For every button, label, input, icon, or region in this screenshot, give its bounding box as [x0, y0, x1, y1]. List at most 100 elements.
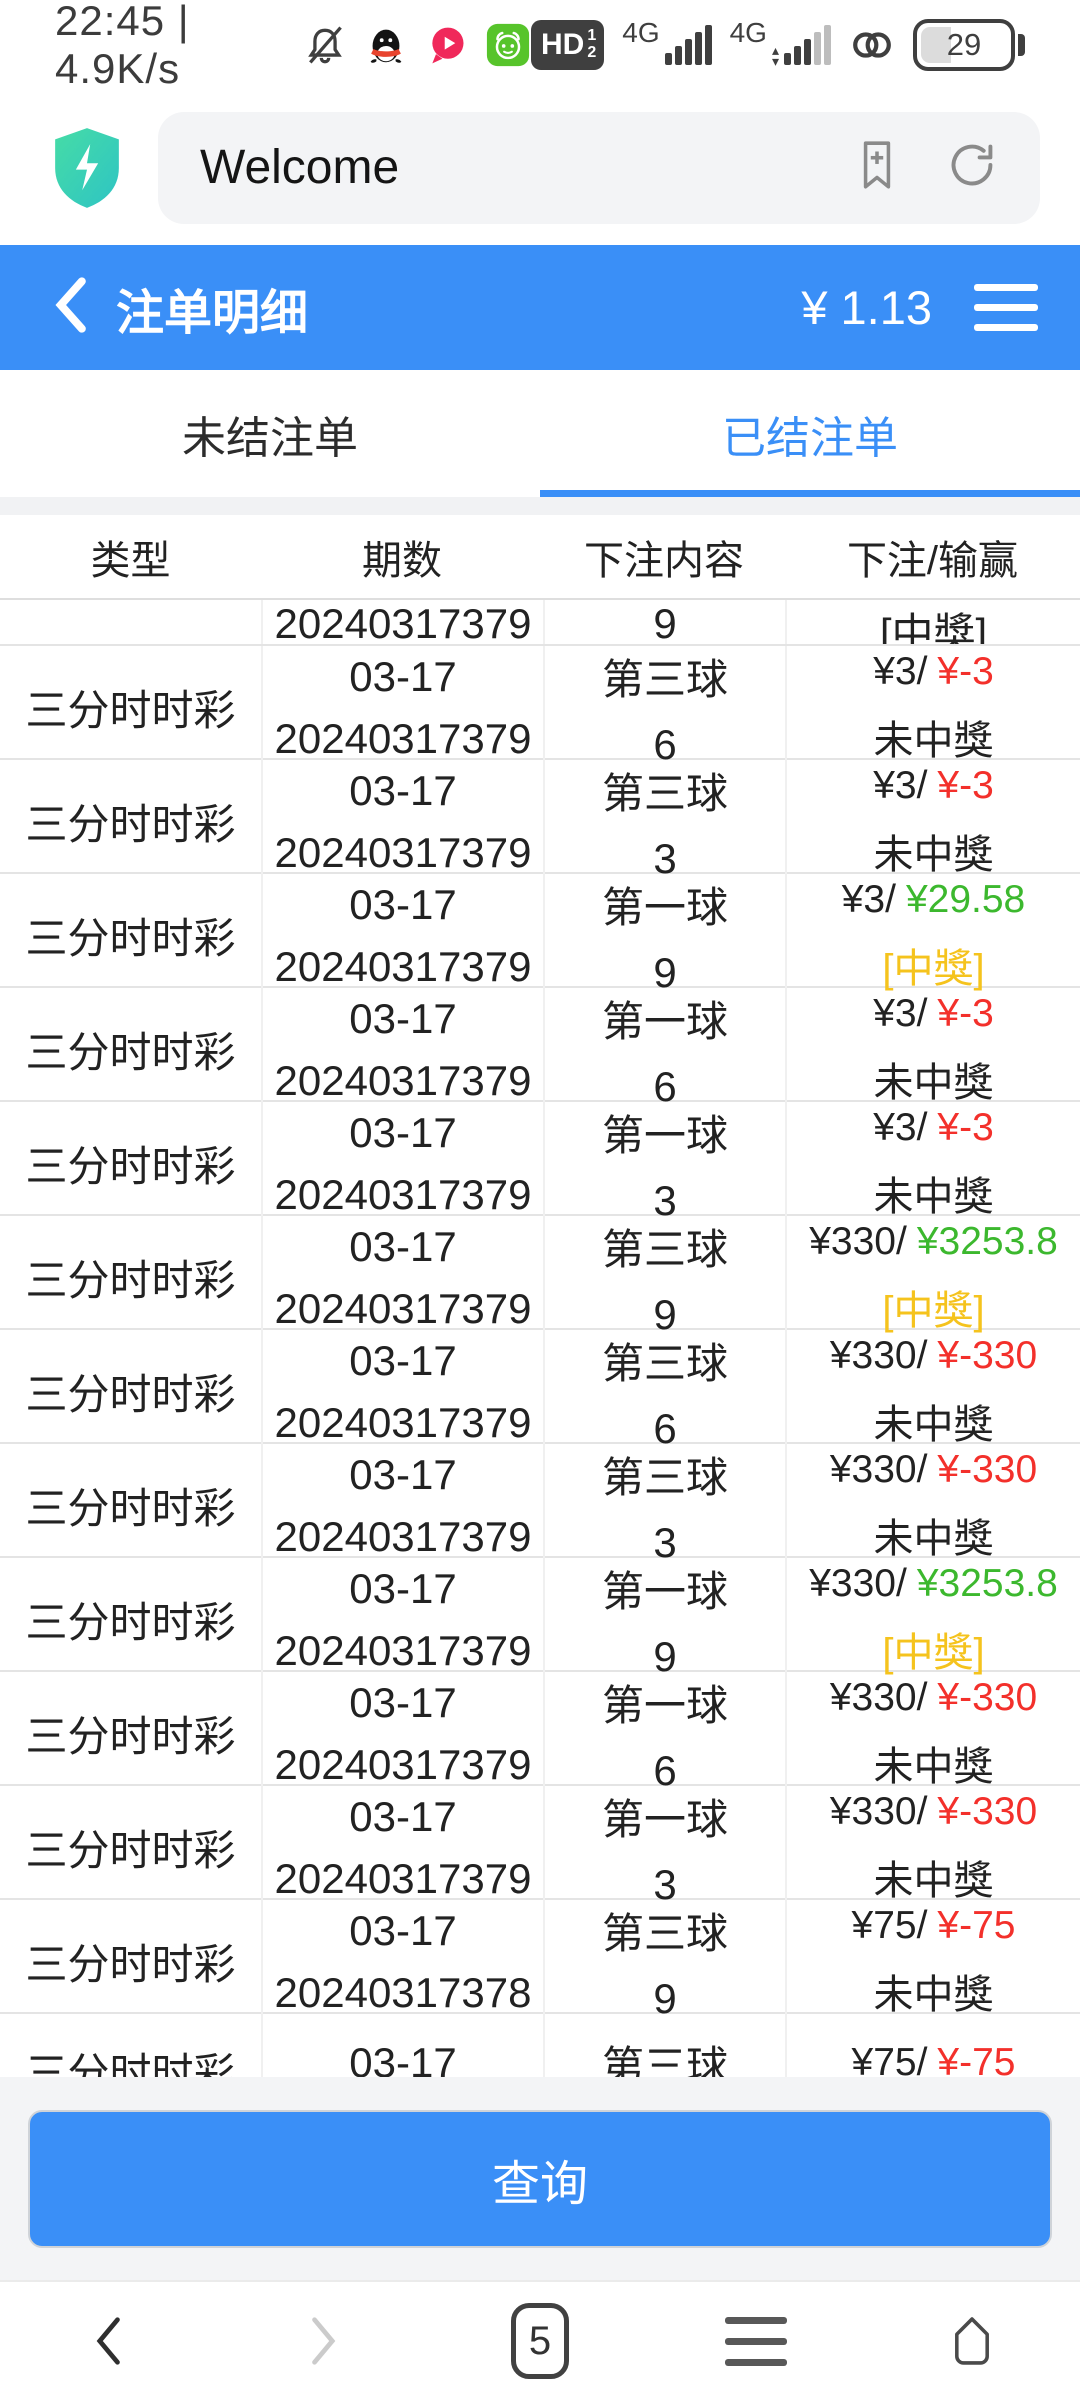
table-row: 三分时时彩 03-17 20240317379 第三球 9 ¥330/¥3253.8… — [0, 1216, 1080, 1339]
period-cell: 03-17 20240317379 — [261, 1672, 543, 1795]
bet-type-cell: 三分时时彩 — [25, 1485, 236, 1532]
column-header-type: 类型 — [90, 538, 171, 583]
browser-bottom-nav: 5 — [0, 2280, 1080, 2400]
menu-icon[interactable] — [974, 284, 1038, 331]
table-row: 三分时时彩 03-17 20240317379 第一球 9 ¥330/¥3253.8… — [0, 1558, 1080, 1681]
column-header-content: 下注内容 — [584, 538, 744, 583]
divider-strip — [0, 497, 1080, 515]
period-cell: 03-17 20240317379 — [261, 1786, 543, 1909]
add-bookmark-icon[interactable] — [852, 138, 902, 197]
signal-sim1-icon: 4G — [622, 19, 712, 65]
table-row: 三分时时彩 03-17 20240317379 第三球 6 ¥3/¥-3 未中獎 — [0, 646, 1080, 769]
table-row: 三分时时彩 03-17 20240317379 第一球 3 ¥3/¥-3 未中獎 — [0, 1102, 1080, 1225]
table-row: 三分时时彩 03-17 20240317379 第三球 3 ¥330/¥-330 未… — [0, 1444, 1080, 1567]
table-row: 三分时时彩 03-17 20240317379 第一球 6 ¥330/¥-330 未… — [0, 1672, 1080, 1795]
content-cell: 第一球 9 — [543, 1558, 785, 1681]
content-cell: 第三球 3 — [543, 760, 785, 883]
game-app-icon — [485, 22, 531, 68]
page-title: 注单明细 — [116, 286, 309, 340]
query-button[interactable]: 查询 — [28, 2109, 1052, 2248]
amount-cell: ¥3/¥-3 未中獎 — [785, 646, 1080, 769]
content-cell: 第一球 3 — [543, 1102, 785, 1225]
bet-type-cell: 三分时时彩 — [25, 1599, 236, 1646]
video-app-icon — [425, 23, 469, 67]
amount-cell: ¥3/¥-3 未中獎 — [785, 1102, 1080, 1225]
period-cell: 03-17 20240317378 — [261, 1900, 543, 2023]
url-field[interactable]: Welcome — [158, 111, 1040, 224]
period-cell: 03-17 20240317379 — [261, 1102, 543, 1225]
data-link-icon — [849, 22, 895, 68]
amount-cell: ¥3/¥29.58 [中獎] — [785, 874, 1080, 997]
battery-icon: 29 — [913, 19, 1025, 71]
period-cell: 03-17 20240317379 — [261, 988, 543, 1111]
app-header: 注单明细 ¥ 1.13 — [0, 245, 1080, 370]
column-header-betwin: 下注/输赢 — [846, 538, 1019, 583]
period-cell: 03-17 — [261, 2014, 543, 2077]
table-row: 三分时时彩 03-17 20240317379 第三球 3 ¥3/¥-3 未中獎 — [0, 760, 1080, 883]
table-header: 类型 期数 下注内容 下注/输赢 — [0, 515, 1080, 600]
content-cell: 第三球 6 — [543, 1330, 785, 1453]
amount-cell: ¥330/¥-330 未中獎 — [785, 1786, 1080, 1909]
content-cell: 第三球 3 — [543, 1444, 785, 1567]
table-row: 三分时时彩 03-17 20240317378 第三球 9 ¥75/¥-75 未中獎 — [0, 1900, 1080, 2023]
content-cell: 第一球 6 — [543, 988, 785, 1111]
bet-tabs: 未结注单 已结注单 — [0, 370, 1080, 497]
bet-type-cell: 三分时时彩 — [25, 2049, 236, 2078]
bet-type-cell: 三分时时彩 — [25, 1827, 236, 1874]
bet-type-cell: 三分时时彩 — [25, 915, 236, 962]
content-cell: 第三球 9 — [543, 1900, 785, 2023]
amount-cell: ¥330/¥-330 未中獎 — [785, 1672, 1080, 1795]
bet-type-cell: 三分时时彩 — [25, 801, 236, 848]
amount-cell: ¥330/¥-330 未中獎 — [785, 1330, 1080, 1453]
nav-home-icon[interactable] — [864, 2313, 1080, 2369]
table-row: 三分时时彩 03-17 20240317379 第一球 6 ¥3/¥-3 未中獎 — [0, 988, 1080, 1111]
bet-type-cell: 三分时时彩 — [25, 687, 236, 734]
bet-table-body[interactable]: 20240317379 9 [中獎] 三分时时彩 03-17 2024031737… — [0, 600, 1080, 2077]
refresh-icon[interactable] — [946, 139, 998, 196]
bet-type-cell: 三分时时彩 — [25, 1371, 236, 1418]
content-cell: 第三球 — [543, 2014, 785, 2077]
bet-type-cell: 三分时时彩 — [25, 1713, 236, 1760]
bet-type-cell: 三分时时彩 — [25, 1143, 236, 1190]
amount-cell: ¥330/¥3253.8 [中獎] — [785, 1558, 1080, 1681]
column-header-period: 期数 — [362, 538, 442, 583]
tab-settled[interactable]: 已结注单 — [540, 370, 1080, 497]
table-row: 三分时时彩 03-17 第三球 ¥75/¥-75 — [0, 2014, 1080, 2077]
amount-cell: ¥3/¥-3 未中獎 — [785, 988, 1080, 1111]
footer-bar: 查询 — [0, 2077, 1080, 2280]
mute-icon — [303, 23, 347, 67]
period-cell: 03-17 20240317379 — [261, 874, 543, 997]
tab-unsettled[interactable]: 未结注单 — [182, 413, 358, 463]
table-row: 三分时时彩 03-17 20240317379 第一球 3 ¥330/¥-330 未… — [0, 1786, 1080, 1909]
amount-cell: ¥3/¥-3 未中獎 — [785, 760, 1080, 883]
period-cell: 03-17 20240317379 — [261, 1216, 543, 1339]
nav-back-icon[interactable] — [0, 2315, 216, 2367]
amount-cell: ¥75/¥-75 — [785, 2014, 1080, 2077]
content-cell: 第三球 9 — [543, 1216, 785, 1339]
browser-address-bar: Welcome — [0, 90, 1080, 245]
amount-cell: ¥75/¥-75 未中獎 — [785, 1900, 1080, 2023]
security-shield-icon[interactable] — [48, 125, 126, 211]
nav-menu-icon[interactable] — [648, 2316, 864, 2366]
balance-amount: ¥ 1.13 — [801, 281, 932, 334]
nav-tabs-icon[interactable]: 5 — [432, 2303, 648, 2379]
table-row: 三分时时彩 03-17 20240317379 第三球 6 ¥330/¥-330 未… — [0, 1330, 1080, 1453]
nav-forward-icon[interactable] — [216, 2315, 432, 2367]
content-cell: 第一球 3 — [543, 1786, 785, 1909]
status-time-speed: 22:45 | 4.9K/s — [55, 0, 190, 92]
period-cell: 03-17 20240317379 — [261, 1444, 543, 1567]
back-icon[interactable] — [50, 276, 90, 339]
bet-type-cell: 三分时时彩 — [25, 1029, 236, 1076]
content-cell: 第一球 6 — [543, 1672, 785, 1795]
table-row-partial-top: 20240317379 9 [中獎] — [0, 600, 1080, 646]
page-title-text: Welcome — [200, 141, 400, 194]
table-row: 三分时时彩 03-17 20240317379 第一球 9 ¥3/¥29.58 [中… — [0, 874, 1080, 997]
bet-type-cell: 三分时时彩 — [25, 1257, 236, 1304]
content-cell: 第一球 9 — [543, 874, 785, 997]
content-cell: 第三球 6 — [543, 646, 785, 769]
amount-cell: ¥330/¥3253.8 [中獎] — [785, 1216, 1080, 1339]
period-cell: 03-17 20240317379 — [261, 1558, 543, 1681]
qq-icon — [363, 22, 409, 68]
